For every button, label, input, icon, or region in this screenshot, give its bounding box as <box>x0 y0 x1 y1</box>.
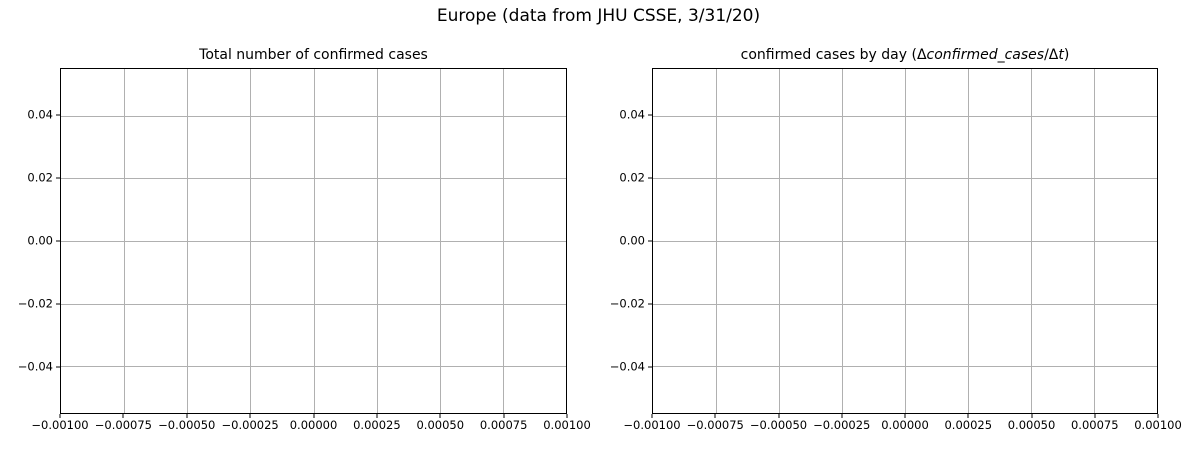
y-gridline <box>653 115 1157 117</box>
x-tick-label: −0.00025 <box>221 418 279 432</box>
axes-title: Total number of confirmed cases <box>60 46 567 68</box>
y-tick-label: 0.02 <box>27 170 53 185</box>
y-gridline <box>61 115 566 117</box>
x-tick-label: −0.00050 <box>158 418 216 432</box>
y-tick-mark <box>648 303 652 305</box>
y-tick-mark <box>56 366 60 368</box>
y-tick-label: 0.02 <box>619 170 645 185</box>
y-gridline <box>653 241 1157 242</box>
grid-layer <box>653 69 1157 413</box>
axes-title-segment: confirmed cases by day <box>740 46 912 63</box>
x-tick-label: 0.00100 <box>543 418 591 432</box>
x-tick-label: −0.00025 <box>813 418 871 432</box>
x-tick-mark <box>967 414 969 418</box>
x-tick-label: 0.00050 <box>416 418 465 432</box>
y-tick-mark <box>648 366 652 368</box>
x-tick-mark <box>249 414 251 418</box>
x-tick-label: −0.00100 <box>31 418 89 432</box>
x-tick-mark <box>59 414 61 418</box>
x-tick-label: 0.00000 <box>881 418 929 432</box>
x-tick-mark <box>778 414 779 418</box>
y-tick-mark <box>56 303 60 305</box>
x-tick-mark <box>904 414 906 418</box>
x-tick-label: −0.00075 <box>686 418 744 432</box>
x-tick-mark <box>566 414 568 418</box>
y-tick-mark <box>648 114 652 116</box>
x-tick-mark <box>714 414 716 418</box>
x-tick-mark <box>1031 414 1032 418</box>
y-gridline <box>61 303 566 305</box>
x-tick-mark <box>1157 414 1159 418</box>
axes-title-segment: t <box>1058 46 1064 63</box>
figure-suptitle: Europe (data from JHU CSSE, 3/31/20) <box>436 6 761 26</box>
x-tick-label: −0.00050 <box>749 418 808 432</box>
y-gridline <box>61 178 566 180</box>
x-tick-label: 0.00100 <box>1134 418 1182 432</box>
axes-confirmed-cases-by-day: confirmed cases by day (Δconfirmed_cases… <box>610 47 1182 431</box>
x-tick-mark <box>1094 414 1096 418</box>
x-tick-mark <box>503 414 505 418</box>
x-tick-label: −0.00075 <box>94 418 152 432</box>
y-gridline <box>61 241 566 242</box>
y-tick-mark <box>56 114 60 116</box>
axes-title-segment: Δ <box>1048 46 1059 63</box>
y-tick-label: −0.02 <box>17 296 53 311</box>
plot-area <box>60 68 567 414</box>
axes-title-segment: / <box>1044 46 1049 63</box>
plot-area <box>652 68 1158 414</box>
x-tick-mark <box>651 414 653 418</box>
y-tick-mark <box>648 240 652 242</box>
y-gridline <box>653 178 1157 180</box>
x-tick-mark <box>186 414 188 418</box>
y-tick-label: −0.04 <box>609 359 645 374</box>
axes-title-segment: ( <box>911 46 917 63</box>
x-tick-mark <box>376 414 378 418</box>
x-tick-label: 0.00025 <box>353 418 401 432</box>
x-tick-label: 0.00075 <box>1070 418 1119 432</box>
y-tick-mark <box>648 177 652 179</box>
y-tick-label: 0.04 <box>27 107 53 122</box>
axes-title: confirmed cases by day (Δconfirmed_cases… <box>652 46 1158 68</box>
y-gridline <box>653 303 1157 305</box>
x-tick-label: 0.00000 <box>289 418 338 432</box>
axes-title-segment: confirmed_cases <box>926 46 1045 63</box>
y-gridline <box>61 366 566 368</box>
axes-title-segment: ) <box>1063 46 1070 63</box>
x-tick-label: 0.00025 <box>944 418 993 432</box>
x-tick-mark <box>122 414 124 418</box>
y-tick-mark <box>56 240 60 242</box>
y-tick-label: 0.00 <box>27 233 53 248</box>
x-tick-mark <box>439 414 441 418</box>
y-tick-label: −0.02 <box>609 296 645 311</box>
grid-layer <box>61 69 566 413</box>
y-tick-label: 0.00 <box>619 233 645 248</box>
y-tick-label: −0.04 <box>17 359 53 374</box>
y-tick-label: 0.04 <box>619 107 645 122</box>
x-tick-mark <box>841 414 843 418</box>
axes-total-confirmed-cases: Total number of confirmed cases −0.00100… <box>18 47 591 431</box>
x-tick-label: 0.00075 <box>479 418 528 432</box>
axes-title-segment: Δ <box>916 46 927 63</box>
y-tick-mark <box>56 177 60 179</box>
axes-title-segment: Total number of confirmed cases <box>199 46 428 63</box>
x-tick-label: −0.00100 <box>623 418 681 432</box>
x-tick-mark <box>313 414 314 418</box>
x-tick-label: 0.00050 <box>1007 418 1056 432</box>
y-gridline <box>653 366 1157 368</box>
